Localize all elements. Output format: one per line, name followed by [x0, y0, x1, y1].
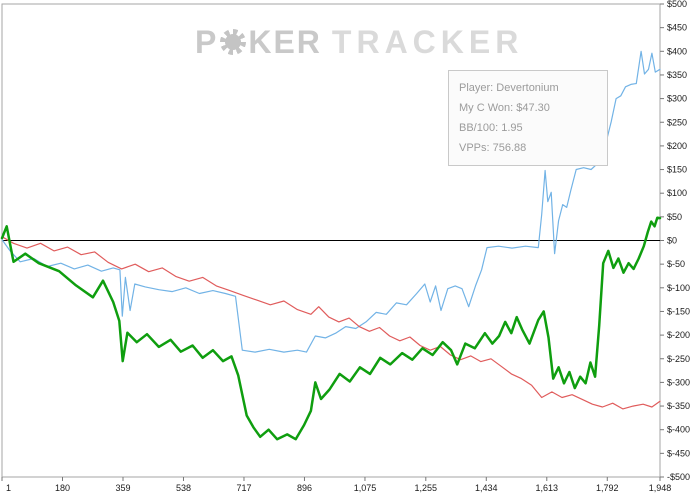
y-tick-label: $400	[667, 46, 687, 56]
y-tick-label: $-250	[667, 354, 690, 364]
x-tick-label: 1,613	[536, 483, 559, 493]
stat-bb-per-100: BB/100: 1.95	[459, 122, 523, 134]
player-stats-box: Player: Devertonium My C Won: $47.30 BB/…	[448, 70, 608, 166]
y-tick-label: $-100	[667, 283, 690, 293]
y-tick-label: $450	[667, 23, 687, 33]
x-tick-label: 1,075	[354, 483, 377, 493]
y-tick-label: $350	[667, 70, 687, 80]
stat-vpps: VPPs: 756.88	[459, 142, 527, 154]
stat-my-c-won: My C Won: $47.30	[459, 102, 550, 114]
y-tick-label: $-400	[667, 425, 690, 435]
x-tick-label: 538	[176, 483, 191, 493]
red-series-line	[1, 236, 661, 410]
y-tick-label: $0	[667, 236, 677, 246]
y-tick-label: $150	[667, 165, 687, 175]
y-tick-label: $-50	[667, 259, 685, 269]
y-tick-label: $-200	[667, 330, 690, 340]
y-tick-label: $-450	[667, 448, 690, 458]
y-tick-label: $100	[667, 188, 687, 198]
y-tick-label: $-300	[667, 377, 690, 387]
x-tick-label: 717	[236, 483, 251, 493]
x-tick-label: 1,255	[415, 483, 438, 493]
x-tick-label: 180	[55, 483, 70, 493]
y-tick-label: $300	[667, 94, 687, 104]
y-tick-label: $250	[667, 117, 687, 127]
x-tick-label: 896	[297, 483, 312, 493]
y-tick-label: $-150	[667, 306, 690, 316]
green-series-line	[0, 216, 662, 441]
y-tick-label: $200	[667, 141, 687, 151]
stat-player: Player: Devertonium	[459, 82, 559, 94]
x-tick-label: 1,434	[475, 483, 498, 493]
x-tick-label: 359	[115, 483, 130, 493]
y-tick-label: $-350	[667, 401, 690, 411]
y-tick-label: -$500	[667, 472, 690, 482]
x-tick-label: 1,792	[596, 483, 619, 493]
y-tick-label: $500	[667, 0, 687, 9]
y-tick-label: $50	[667, 212, 682, 222]
x-tick-label: 1,948	[649, 483, 672, 493]
x-tick-label: 1	[6, 483, 11, 493]
